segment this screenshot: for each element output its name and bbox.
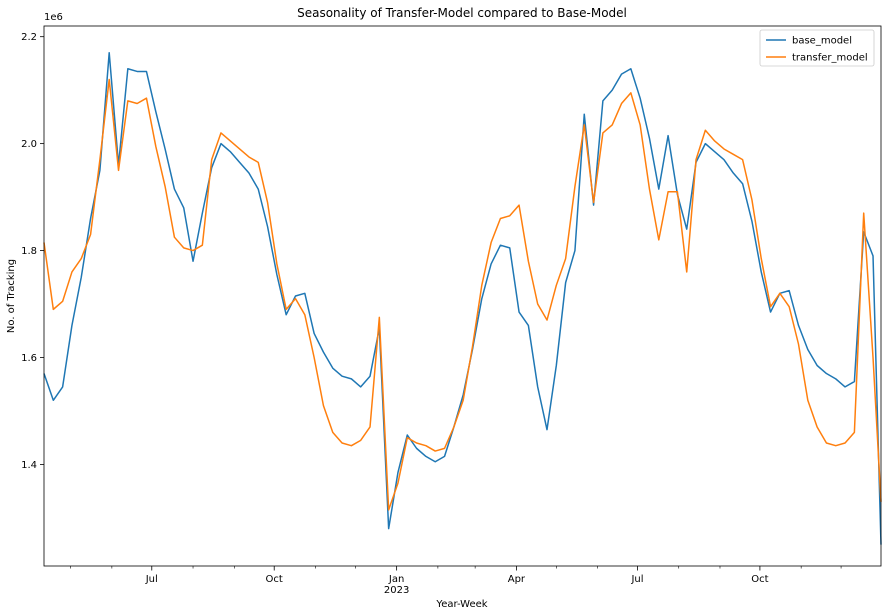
legend-label: base_model (792, 36, 852, 47)
y-tick-label: 1.4 (21, 460, 37, 471)
x-tick-label: Jul (145, 574, 158, 585)
x-tick-label: Jan (388, 574, 404, 585)
x-tick-label: Apr (508, 574, 526, 585)
y-tick-label: 2.0 (21, 139, 37, 150)
x-tick-label: Oct (751, 574, 768, 585)
y-tick-label: 1.6 (21, 353, 37, 364)
y-offset-label: 1e6 (44, 12, 63, 23)
x-tick-sublabel: 2023 (384, 585, 409, 596)
chart-title: Seasonality of Transfer-Model compared t… (297, 6, 627, 20)
x-tick-label: Jul (630, 574, 643, 585)
y-tick-label: 1.8 (21, 246, 37, 257)
x-axis-label: Year-Week (435, 599, 487, 610)
y-tick-label: 2.2 (21, 32, 37, 43)
y-axis-label: No. of Tracking (6, 259, 17, 333)
axes-frame (43, 25, 882, 567)
legend-box (759, 29, 875, 67)
series-line-base_model (43, 51, 882, 545)
legend: base_model transfer_model (759, 29, 875, 67)
legend-label: transfer_model (792, 53, 868, 64)
series-line-transfer_model (43, 78, 882, 511)
x-tick-label: Oct (266, 574, 283, 585)
